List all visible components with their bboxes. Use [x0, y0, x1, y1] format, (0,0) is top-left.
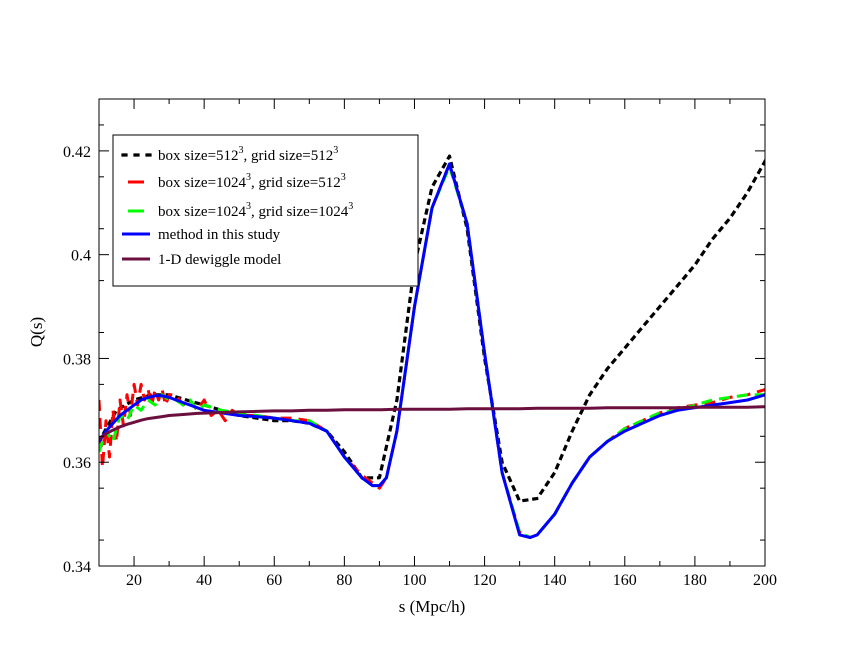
series-line-5 — [99, 405, 765, 441]
x-tick-label: 100 — [402, 572, 426, 589]
x-tick-label: 160 — [613, 572, 637, 589]
legend-label-4: method in this study — [158, 227, 281, 243]
legend-box — [112, 134, 419, 287]
x-tick-label: 60 — [266, 572, 282, 589]
x-tick-label: 40 — [196, 572, 212, 589]
y-axis-label: Q(s) — [27, 317, 46, 347]
x-tick-label: 140 — [543, 572, 567, 589]
legend-label-5: 1-D dewiggle model — [158, 252, 281, 268]
series-layer — [99, 154, 765, 539]
y-tick-label: 0.38 — [63, 351, 91, 368]
x-axis-label: s (Mpc/h) — [399, 597, 466, 616]
y-tick-label: 0.36 — [63, 455, 91, 472]
legend: box size=5123, grid size=5123 box size=10… — [112, 134, 419, 287]
y-tick-label: 0.34 — [63, 559, 91, 576]
x-tick-label: 120 — [473, 572, 497, 589]
ticks-layer: 20 40 60 80 100 120 140 160 180 200 0.34 0.36 0.38 0.… — [63, 99, 777, 589]
y-tick-label: 0.4 — [71, 248, 91, 265]
legend-label-2: box size=10243, grid size=5123 — [158, 172, 346, 191]
series-line-4 — [99, 162, 765, 539]
x-tick-label: 200 — [753, 572, 777, 589]
legend-label-1: box size=5123, grid size=5123 — [158, 145, 338, 164]
x-tick-label: 180 — [683, 572, 707, 589]
x-tick-label: 80 — [336, 572, 352, 589]
x-tick-label: 20 — [126, 572, 142, 589]
y-tick-label: 0.42 — [63, 144, 91, 161]
legend-label-3: box size=10243, grid size=10243 — [158, 201, 353, 220]
